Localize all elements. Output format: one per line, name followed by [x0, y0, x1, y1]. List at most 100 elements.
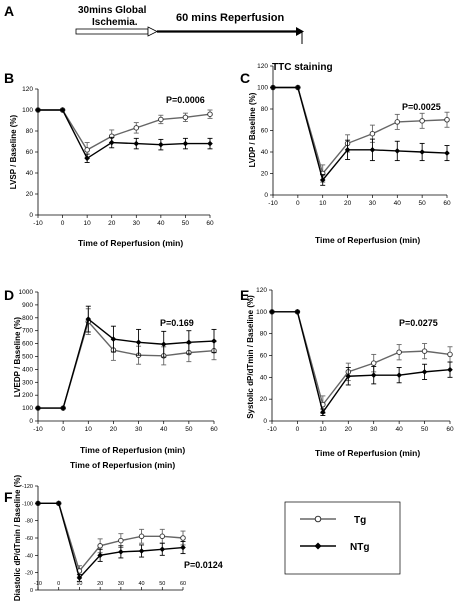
y-tick-label: 600	[22, 341, 33, 348]
y-tick-label: 0	[263, 418, 267, 425]
data-point	[294, 309, 301, 315]
x-tick-label: -10	[267, 426, 277, 433]
data-point	[160, 341, 167, 348]
x-tick-label: 0	[57, 581, 60, 587]
data-point	[207, 140, 213, 147]
panel-letter: E	[240, 287, 249, 303]
data-point	[138, 533, 145, 540]
data-point	[269, 309, 275, 315]
data-point	[135, 339, 142, 346]
data-point	[447, 366, 453, 373]
data-point	[180, 535, 186, 541]
data-point	[419, 149, 425, 155]
y-tick-label: -100	[22, 501, 33, 507]
data-point	[35, 107, 41, 113]
y-axis-label: LVDP / Baseline (%)	[248, 92, 257, 167]
x-axis-label: Time of Reperfusion (min)	[78, 238, 183, 248]
x-tick-label: 60	[180, 581, 186, 587]
x-tick-label: 30	[118, 581, 124, 587]
ischemia-arrow-head	[147, 26, 158, 37]
data-point	[85, 316, 92, 322]
data-point	[295, 84, 301, 91]
data-point	[97, 543, 103, 549]
data-point	[159, 546, 166, 553]
x-tick-label: 40	[157, 220, 165, 227]
y-tick-label: 500	[22, 354, 33, 361]
y-tick-label: 0	[29, 418, 33, 425]
chart-f: 0-20-40-60-80-100-120-10 0 10 20 30 40 50 60FP=…	[4, 460, 223, 601]
data-point	[369, 130, 376, 137]
data-point	[84, 155, 90, 162]
data-point	[186, 339, 192, 346]
series-ntg	[35, 305, 217, 411]
data-point	[207, 111, 213, 117]
series-ntg	[35, 107, 213, 163]
x-axis-label: Time of Reperfusion (min)	[80, 445, 185, 455]
y-tick-label: 100	[257, 85, 268, 92]
x-tick-label: 0	[61, 426, 65, 433]
y-tick-label: 100	[22, 107, 33, 114]
x-tick-label: 20	[97, 581, 103, 587]
series-ntg	[35, 500, 186, 582]
data-point	[421, 369, 428, 375]
data-point	[158, 116, 164, 123]
data-point	[138, 548, 145, 554]
y-axis-label: Diastolic dP/dTmin / Baseline (%)	[13, 475, 22, 602]
x-tick-label: 10	[76, 581, 82, 587]
x-tick-label: 50	[185, 426, 193, 433]
y-tick-label: 700	[22, 328, 33, 335]
data-point	[270, 84, 276, 91]
x-tick-label: 40	[139, 581, 145, 587]
data-point	[444, 116, 450, 123]
x-tick-label: 0	[296, 426, 300, 433]
series-line	[273, 86, 448, 182]
y-tick-label: 900	[22, 302, 33, 309]
x-tick-label: 40	[394, 200, 402, 207]
panel-letter: D	[4, 287, 14, 303]
x-axis-label: Time of Reperfusion (min)	[315, 235, 420, 245]
series-tg	[270, 84, 450, 183]
legend-ntg-marker	[314, 542, 322, 550]
series-line	[38, 502, 184, 580]
y-tick-label: 40	[260, 374, 268, 381]
data-point	[211, 338, 217, 344]
y-tick-label: 800	[22, 315, 33, 322]
p-value: P=0.0124	[184, 560, 223, 570]
legend-ntg-label: NTg	[350, 542, 369, 553]
staining-label: TTC staining	[272, 62, 333, 73]
data-point	[182, 114, 189, 121]
y-tick-label: 40	[261, 149, 269, 156]
data-point	[84, 147, 90, 153]
panel-letter: B	[4, 70, 14, 86]
data-point	[370, 360, 377, 366]
x-tick-label: 20	[110, 426, 118, 433]
data-point	[182, 140, 189, 147]
data-point	[396, 372, 402, 378]
y-tick-label: 60	[260, 353, 268, 360]
x-tick-label: 50	[421, 426, 429, 433]
x-tick-label: -10	[268, 200, 278, 207]
x-tick-label: 10	[319, 200, 327, 207]
series-line	[38, 317, 215, 409]
x-tick-label: 40	[160, 426, 168, 433]
data-point	[158, 141, 164, 148]
data-point	[35, 405, 41, 411]
y-axis-label: LVSP / Baseline (%)	[9, 114, 18, 189]
y-tick-label: -80	[25, 519, 33, 525]
reperfusion-arrow-head	[296, 27, 304, 36]
data-point	[369, 147, 376, 153]
data-point	[60, 405, 66, 411]
x-tick-label: -10	[33, 426, 43, 433]
data-point	[159, 533, 166, 540]
y-tick-label: 0	[264, 192, 268, 199]
series-line	[38, 109, 210, 160]
data-point	[35, 500, 41, 507]
reperfusion-label: 60 mins Reperfusion	[176, 12, 284, 24]
y-tick-label: 80	[260, 331, 268, 338]
y-tick-label: 120	[257, 63, 268, 70]
data-point	[133, 140, 140, 147]
y-tick-label: 300	[22, 379, 33, 386]
x-tick-label: 30	[369, 200, 377, 207]
